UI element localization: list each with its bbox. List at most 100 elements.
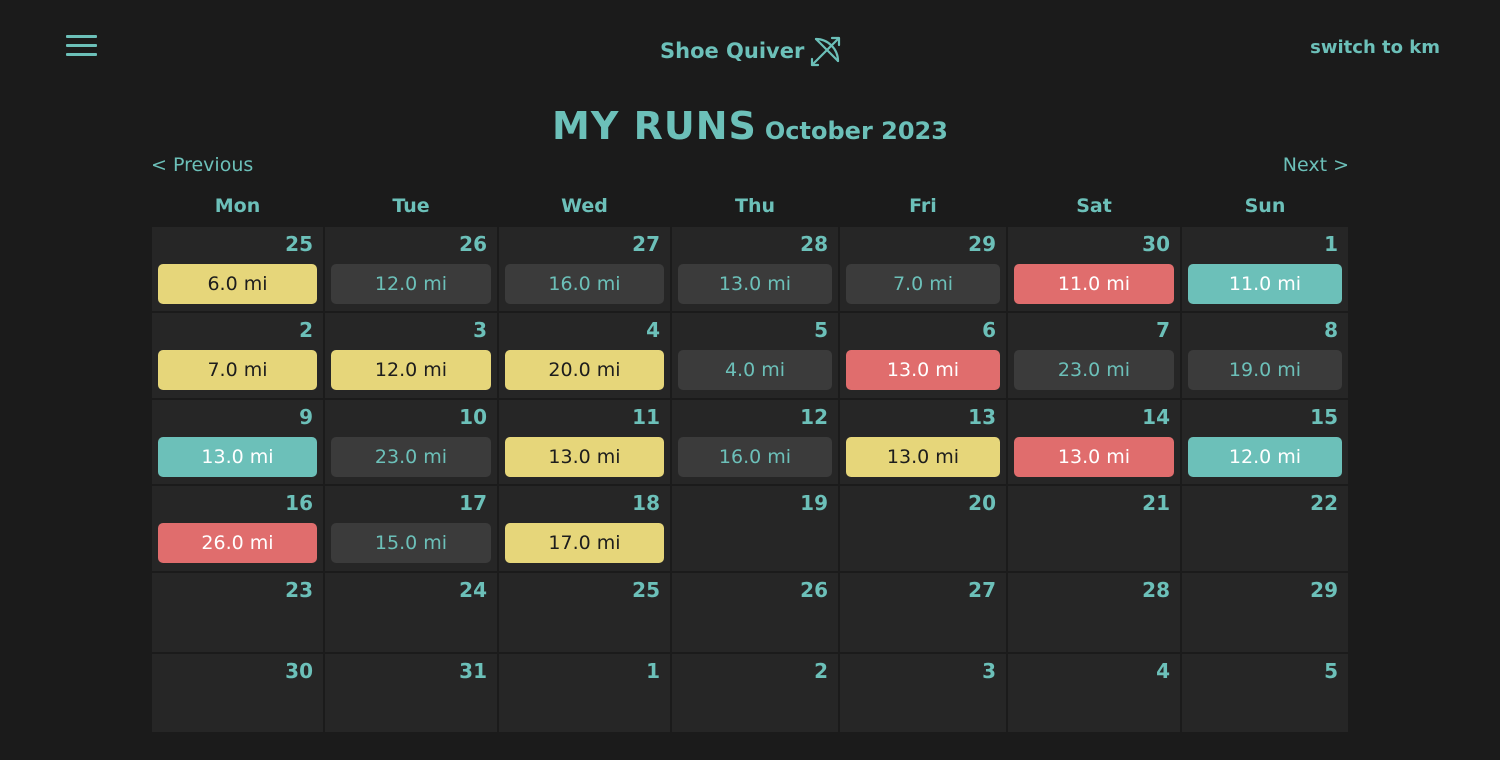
day-number: 7 [1156, 318, 1170, 342]
run-entry-red[interactable]: 26.0 mi [158, 523, 317, 563]
run-entry-gray[interactable]: 15.0 mi [331, 523, 491, 563]
calendar-day-cell[interactable]: 30 [152, 654, 323, 732]
run-entry-gray[interactable]: 23.0 mi [1014, 350, 1174, 390]
run-entry-teal[interactable]: 12.0 mi [1188, 437, 1342, 477]
day-number: 18 [632, 491, 660, 515]
calendar-day-cell[interactable]: 30 11.0 mi [1008, 227, 1180, 311]
calendar-day-cell[interactable]: 26 12.0 mi [325, 227, 497, 311]
switch-unit-link[interactable]: switch to km [1310, 37, 1440, 58]
bow-and-arrow-icon [808, 33, 844, 69]
run-entry-gray[interactable]: 4.0 mi [678, 350, 832, 390]
run-entry-gray[interactable]: 16.0 mi [678, 437, 832, 477]
day-number: 14 [1142, 405, 1170, 429]
calendar-day-cell[interactable]: 29 [1182, 573, 1348, 652]
run-entry-yellow[interactable]: 20.0 mi [505, 350, 664, 390]
run-entry-red[interactable]: 13.0 mi [1014, 437, 1174, 477]
calendar-day-cell[interactable]: 27 16.0 mi [499, 227, 670, 311]
run-entry-gray[interactable]: 19.0 mi [1188, 350, 1342, 390]
calendar-day-cell[interactable]: 26 [672, 573, 838, 652]
run-entry-yellow[interactable]: 17.0 mi [505, 523, 664, 563]
calendar-day-cell[interactable]: 4 [1008, 654, 1180, 732]
run-entry-gray[interactable]: 12.0 mi [331, 264, 491, 304]
calendar-day-cell[interactable]: 1 11.0 mi [1182, 227, 1348, 311]
brand-name: Shoe Quiver [660, 39, 805, 63]
calendar-day-cell[interactable]: 20 [840, 486, 1006, 571]
run-entry-gray[interactable]: 7.0 mi [846, 264, 1000, 304]
calendar-day-cell[interactable]: 18 17.0 mi [499, 486, 670, 571]
calendar-day-cell[interactable]: 8 19.0 mi [1182, 313, 1348, 398]
calendar-day-cell[interactable]: 14 13.0 mi [1008, 400, 1180, 484]
hamburger-menu-icon[interactable] [66, 35, 98, 59]
calendar-day-cell[interactable]: 31 [325, 654, 497, 732]
day-number: 25 [285, 232, 313, 256]
weekday-thu: Thu [734, 195, 775, 217]
calendar-day-cell[interactable]: 13 13.0 mi [840, 400, 1006, 484]
calendar-day-cell[interactable]: 28 13.0 mi [672, 227, 838, 311]
calendar-day-cell[interactable]: 12 16.0 mi [672, 400, 838, 484]
day-number: 27 [968, 578, 996, 602]
day-number: 23 [285, 578, 313, 602]
calendar-day-cell[interactable]: 11 13.0 mi [499, 400, 670, 484]
previous-month-link[interactable]: < Previous [151, 154, 254, 176]
run-entry-gray[interactable]: 23.0 mi [331, 437, 491, 477]
day-number: 19 [800, 491, 828, 515]
day-number: 8 [1324, 318, 1338, 342]
calendar-day-cell[interactable]: 21 [1008, 486, 1180, 571]
calendar-day-cell[interactable]: 2 [672, 654, 838, 732]
day-number: 29 [1310, 578, 1338, 602]
run-entry-yellow[interactable]: 6.0 mi [158, 264, 317, 304]
weekday-sat: Sat [1076, 195, 1112, 217]
day-number: 26 [459, 232, 487, 256]
calendar-day-cell[interactable]: 9 13.0 mi [152, 400, 323, 484]
day-number: 15 [1310, 405, 1338, 429]
weekday-tue: Tue [392, 195, 430, 217]
run-entry-teal[interactable]: 11.0 mi [1188, 264, 1342, 304]
calendar-day-cell[interactable]: 15 12.0 mi [1182, 400, 1348, 484]
next-month-link[interactable]: Next > [1282, 154, 1349, 176]
calendar-day-cell[interactable]: 5 4.0 mi [672, 313, 838, 398]
calendar-day-cell[interactable]: 4 20.0 mi [499, 313, 670, 398]
run-entry-red[interactable]: 13.0 mi [846, 350, 1000, 390]
calendar-day-cell[interactable]: 25 [499, 573, 670, 652]
calendar-day-cell[interactable]: 17 15.0 mi [325, 486, 497, 571]
calendar-day-cell[interactable]: 29 7.0 mi [840, 227, 1006, 311]
day-number: 25 [632, 578, 660, 602]
calendar-day-cell[interactable]: 10 23.0 mi [325, 400, 497, 484]
calendar-day-cell[interactable]: 28 [1008, 573, 1180, 652]
day-number: 3 [473, 318, 487, 342]
calendar-day-cell[interactable]: 19 [672, 486, 838, 571]
calendar-day-cell[interactable]: 2 7.0 mi [152, 313, 323, 398]
day-number: 17 [459, 491, 487, 515]
calendar-day-cell[interactable]: 1 [499, 654, 670, 732]
calendar-day-cell[interactable]: 23 [152, 573, 323, 652]
calendar-day-cell[interactable]: 3 12.0 mi [325, 313, 497, 398]
calendar-day-cell[interactable]: 22 [1182, 486, 1348, 571]
day-number: 31 [459, 659, 487, 683]
day-number: 5 [814, 318, 828, 342]
page-heading: MY RUNS [552, 104, 757, 148]
calendar-day-cell[interactable]: 6 13.0 mi [840, 313, 1006, 398]
calendar-day-cell[interactable]: 7 23.0 mi [1008, 313, 1180, 398]
brand-logo[interactable]: Shoe Quiver [660, 33, 844, 69]
calendar-day-cell[interactable]: 5 [1182, 654, 1348, 732]
calendar-day-cell[interactable]: 3 [840, 654, 1006, 732]
run-entry-yellow[interactable]: 13.0 mi [505, 437, 664, 477]
calendar-day-cell[interactable]: 16 26.0 mi [152, 486, 323, 571]
calendar-day-cell[interactable]: 24 [325, 573, 497, 652]
run-entry-yellow[interactable]: 13.0 mi [846, 437, 1000, 477]
day-number: 10 [459, 405, 487, 429]
run-entry-yellow[interactable]: 12.0 mi [331, 350, 491, 390]
calendar-day-cell[interactable]: 27 [840, 573, 1006, 652]
day-number: 24 [459, 578, 487, 602]
run-entry-gray[interactable]: 13.0 mi [678, 264, 832, 304]
run-entry-teal[interactable]: 13.0 mi [158, 437, 317, 477]
run-entry-red[interactable]: 11.0 mi [1014, 264, 1174, 304]
run-entry-yellow[interactable]: 7.0 mi [158, 350, 317, 390]
calendar-day-cell[interactable]: 25 6.0 mi [152, 227, 323, 311]
day-number: 21 [1142, 491, 1170, 515]
day-number: 1 [1324, 232, 1338, 256]
day-number: 9 [299, 405, 313, 429]
page-title: MY RUNS October 2023 [0, 104, 1500, 148]
run-entry-gray[interactable]: 16.0 mi [505, 264, 664, 304]
